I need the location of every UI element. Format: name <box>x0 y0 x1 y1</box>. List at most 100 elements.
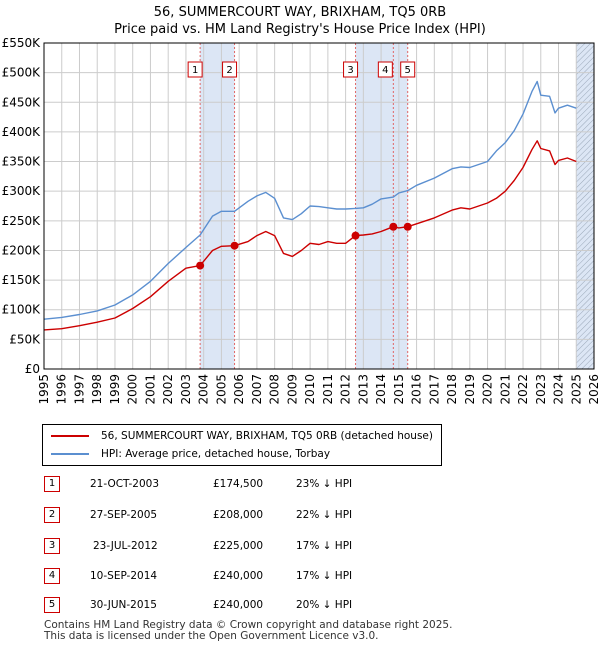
axis-ticks: £0 £50K £100K £150K £200K £250K £300K £350K £400… <box>2 36 600 405</box>
chart-title: 56, SUMMERCOURT WAY, BRIXHAM, TQ5 0RB Pr… <box>0 4 600 38</box>
sale-point <box>389 222 398 231</box>
sale-price: £240,000 <box>213 599 264 611</box>
sale-number: 4 <box>44 568 60 584</box>
x-tick-label: 1998 <box>90 374 104 405</box>
sale-date: 27-SEP-2005 <box>90 509 158 521</box>
sale-date: 30-JUN-2015 <box>90 599 157 611</box>
sale-marker-box <box>377 61 393 78</box>
sale-marker-box <box>222 61 238 78</box>
legend: 56, SUMMERCOURT WAY, BRIXHAM, TQ5 0RB (d… <box>42 424 442 466</box>
sale-hpi-diff: 22% ↓ HPI <box>296 509 353 521</box>
footer-line-1: Contains HM Land Registry data © Crown c… <box>44 619 453 631</box>
sale-date: 10-SEP-2014 <box>90 570 158 582</box>
y-tick-label: £400K <box>2 125 42 139</box>
x-tick-label: 1999 <box>108 374 122 405</box>
sale-hpi-diff: 17% ↓ HPI <box>296 540 353 552</box>
sale-number: 3 <box>44 538 60 554</box>
sale-point <box>403 222 412 231</box>
y-tick-label: £100K <box>2 303 42 317</box>
x-tick-label: 2000 <box>126 374 140 405</box>
y-tick-label: £200K <box>2 243 42 257</box>
legend-swatch-property <box>51 435 89 437</box>
hpi-series-line <box>43 80 577 320</box>
sale-row: 2 27-SEP-2005 £208,000 22% ↓ HPI <box>40 506 480 524</box>
x-tick-label: 2010 <box>303 374 317 405</box>
legend-swatch-hpi <box>51 453 89 455</box>
y-tick-label: £0 <box>25 362 40 376</box>
sale-number: 5 <box>44 597 60 613</box>
title-line-2: Price paid vs. HM Land Registry's House … <box>114 22 486 37</box>
sale-row: 1 21-OCT-2003 £174,500 23% ↓ HPI <box>40 475 480 493</box>
y-tick-label: £350K <box>2 155 42 169</box>
x-tick-label: 2006 <box>232 374 246 405</box>
x-tick-label: 2005 <box>214 374 228 405</box>
sale-marker-label: 2 <box>226 65 232 76</box>
x-tick-label: 2018 <box>445 374 459 405</box>
x-tick-label: 2014 <box>374 374 388 405</box>
sale-marker-label: 1 <box>192 65 198 76</box>
sale-price: £208,000 <box>213 509 264 521</box>
x-tick-label: 2012 <box>339 374 353 405</box>
sale-marker-label: 5 <box>405 65 411 76</box>
y-tick-label: £300K <box>2 184 42 198</box>
x-tick-label: 2023 <box>534 374 548 405</box>
plot-frame <box>43 42 595 370</box>
sale-marker-box <box>187 61 203 78</box>
title-line-1: 56, SUMMERCOURT WAY, BRIXHAM, TQ5 0RB <box>153 5 447 20</box>
forecast-hatch <box>576 43 594 369</box>
x-tick-label: 2019 <box>463 374 477 405</box>
x-tick-label: 2021 <box>498 374 512 405</box>
sale-marker-box <box>343 61 359 78</box>
x-tick-label: 2011 <box>321 374 335 405</box>
grid-lines <box>43 42 595 370</box>
x-tick-label: 2024 <box>552 374 566 405</box>
sale-row: 3 23-JUL-2012 £225,000 17% ↓ HPI <box>40 537 480 555</box>
y-tick-label: £250K <box>2 214 42 228</box>
x-tick-label: 2017 <box>427 374 441 405</box>
y-tick-label: £550K <box>2 36 42 50</box>
x-tick-label: 2015 <box>392 374 406 405</box>
series-lines <box>43 80 577 331</box>
sale-marker-label: 4 <box>382 65 388 76</box>
x-tick-label: 2002 <box>161 374 175 405</box>
x-tick-label: 2009 <box>285 374 299 405</box>
sale-row: 4 10-SEP-2014 £240,000 17% ↓ HPI <box>40 567 480 585</box>
sale-price: £240,000 <box>213 570 264 582</box>
footer-line-2: This data is licensed under the Open Gov… <box>44 630 379 642</box>
x-tick-label: 1997 <box>72 374 86 405</box>
shaded-range <box>200 43 235 369</box>
x-tick-label: 2025 <box>569 374 583 405</box>
footer: Contains HM Land Registry data © Crown c… <box>44 620 452 642</box>
x-tick-label: 2003 <box>179 374 193 405</box>
x-tick-label: 1995 <box>37 374 51 405</box>
x-tick-label: 2022 <box>516 374 530 405</box>
x-tick-label: 2008 <box>268 374 282 405</box>
sale-point <box>230 241 239 250</box>
x-tick-label: 2026 <box>587 374 600 405</box>
sale-marker-box <box>400 61 416 78</box>
y-tick-label: £50K <box>9 332 41 346</box>
x-tick-label: 2004 <box>197 374 211 405</box>
sale-price: £174,500 <box>213 478 264 490</box>
x-tick-label: 2007 <box>250 374 264 405</box>
property-series-line <box>43 140 577 331</box>
legend-item-hpi: HPI: Average price, detached house, Torb… <box>51 446 330 462</box>
sale-period-shading <box>200 43 594 369</box>
y-tick-label: £500K <box>2 66 42 80</box>
sale-point <box>351 231 360 240</box>
legend-item-property: 56, SUMMERCOURT WAY, BRIXHAM, TQ5 0RB (d… <box>51 428 433 444</box>
sale-hpi-diff: 20% ↓ HPI <box>296 599 353 611</box>
sale-hpi-diff: 23% ↓ HPI <box>296 478 353 490</box>
x-tick-label: 2013 <box>356 374 370 405</box>
x-tick-label: 2001 <box>143 374 157 405</box>
sale-points <box>196 222 412 270</box>
x-tick-label: 2016 <box>410 374 424 405</box>
legend-label-hpi: HPI: Average price, detached house, Torb… <box>101 448 331 460</box>
sale-price: £225,000 <box>213 540 264 552</box>
sale-date: 21-OCT-2003 <box>90 478 159 490</box>
sale-point <box>196 261 205 270</box>
sale-date: 23-JUL-2012 <box>93 540 158 552</box>
sale-row: 5 30-JUN-2015 £240,000 20% ↓ HPI <box>40 596 480 614</box>
sale-hpi-diff: 17% ↓ HPI <box>296 570 353 582</box>
sale-marker-label: 3 <box>347 65 353 76</box>
